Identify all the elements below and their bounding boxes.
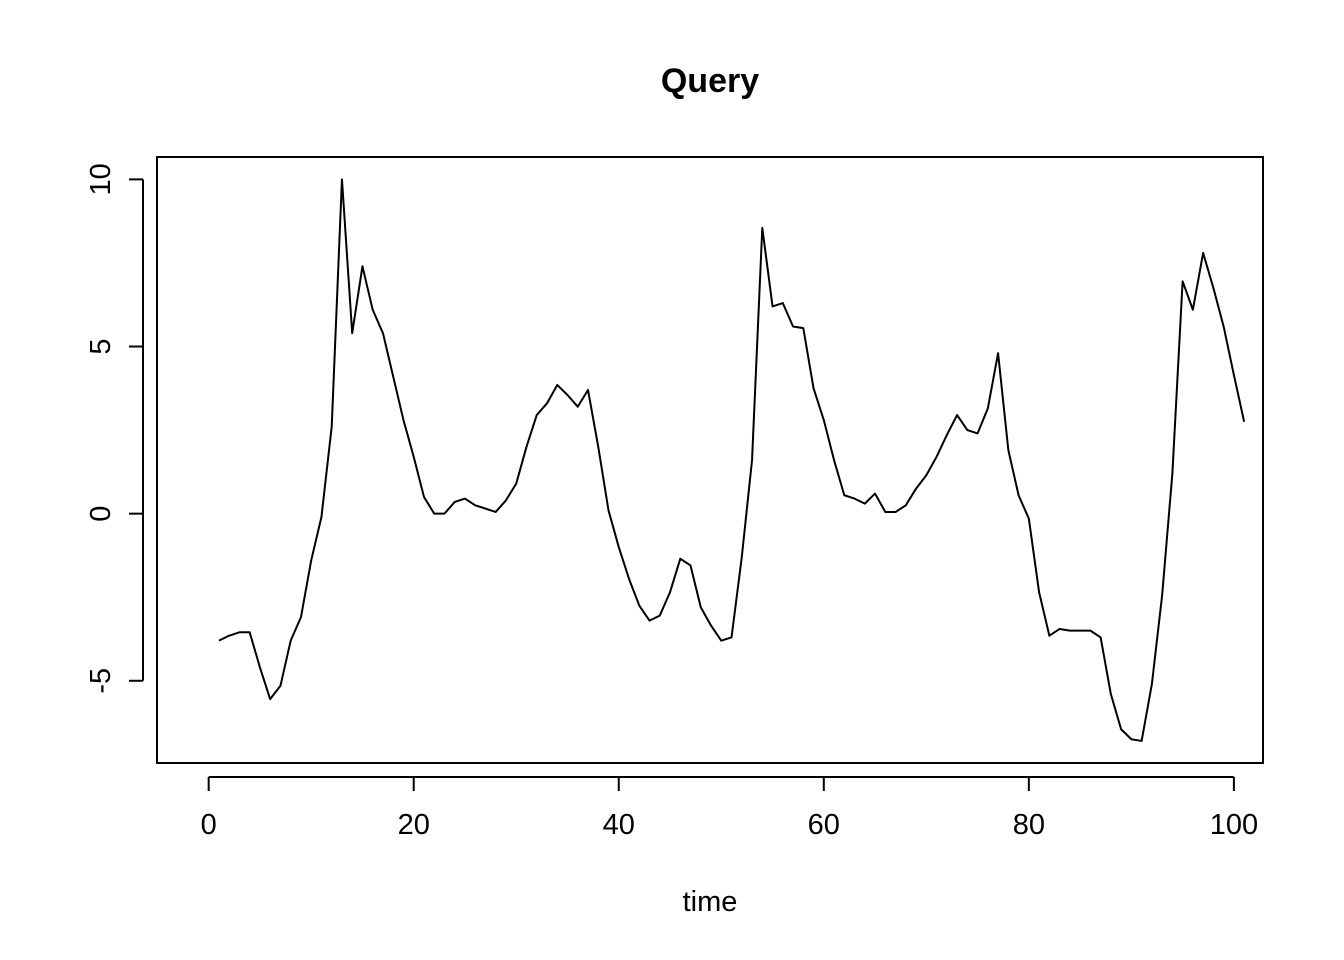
x-tick-label: 80 <box>1013 809 1045 841</box>
y-tick-label: -5 <box>85 668 117 694</box>
x-tick-label: 20 <box>398 809 430 841</box>
x-axis-label: time <box>683 886 738 918</box>
plot-area-frame <box>156 156 1264 764</box>
x-tick-label: 40 <box>603 809 635 841</box>
y-tick-label: 0 <box>85 506 117 522</box>
x-tick-label: 60 <box>808 809 840 841</box>
x-tick-label: 0 <box>201 809 217 841</box>
y-tick-label: 5 <box>85 338 117 354</box>
y-tick-label: 10 <box>85 163 117 195</box>
series-line <box>218 178 1246 742</box>
x-axis: 0 20 40 60 80 100 <box>201 776 1258 841</box>
series-layer <box>218 178 1246 742</box>
chart-title: Query <box>661 62 759 100</box>
x-tick-label: 100 <box>1210 809 1258 841</box>
y-axis: -5 0 5 10 <box>85 163 144 694</box>
